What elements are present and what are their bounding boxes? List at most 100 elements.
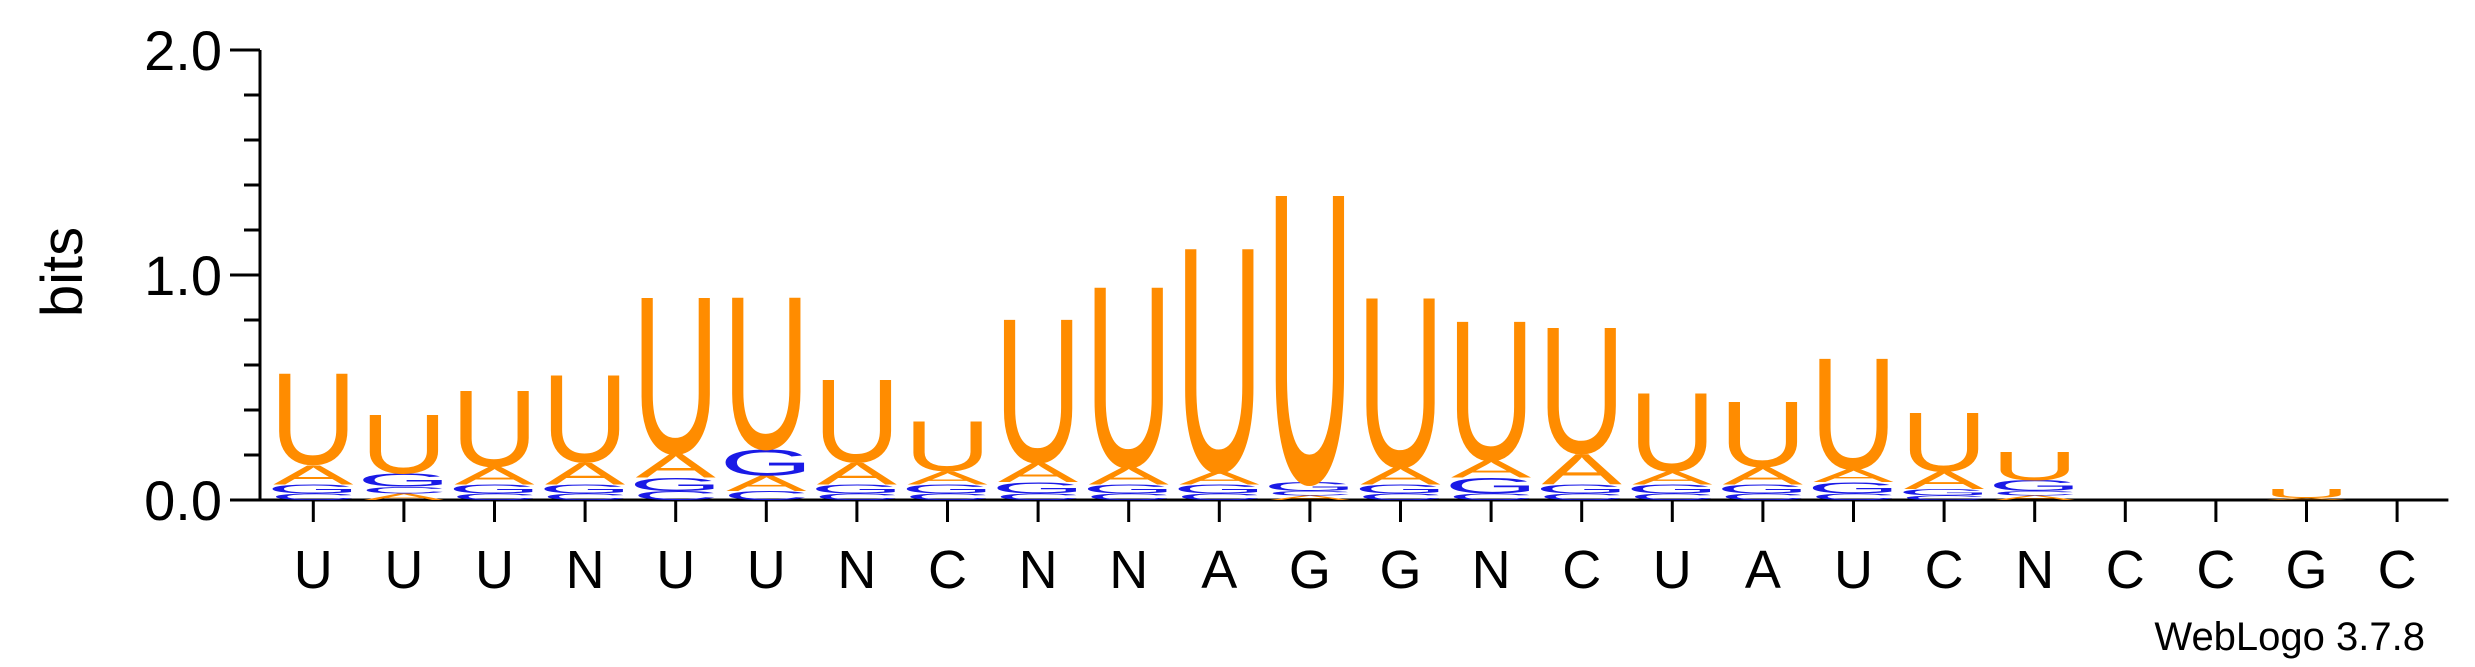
- logo-letter-a: A: [1813, 465, 1894, 486]
- logo-letter-c: C: [1538, 492, 1625, 502]
- logo-letter-g: G: [1444, 474, 1538, 498]
- weblogo-credit: WebLogo 3.7.8: [2154, 615, 2425, 659]
- logo-letter-u: U: [1991, 444, 2078, 489]
- logo-letter-u: U: [451, 368, 538, 490]
- logo-letter-a: A: [1270, 494, 1351, 501]
- logo-letter-c: C: [1991, 490, 2078, 497]
- logo-letter-u: U: [1629, 369, 1716, 495]
- logo-letter-g: G: [1173, 482, 1267, 496]
- y-axis: 0.0 1.0 2.0: [144, 19, 262, 532]
- logo-letter-u: U: [1266, 106, 1353, 571]
- logo-letter-g: G: [1807, 479, 1901, 496]
- x-tick-label: C: [1925, 540, 1964, 600]
- y-tick-label: 1.0: [144, 244, 222, 307]
- x-tick-label: C: [2106, 540, 2145, 600]
- logo-letter-a: A: [817, 456, 898, 491]
- logo-letter-c: C: [1901, 494, 1988, 501]
- logo-letter-c: C: [1719, 492, 1806, 502]
- logo-letter-g: G: [1716, 482, 1810, 496]
- x-tick-label: N: [837, 540, 876, 600]
- logo-letter-a: A: [1632, 467, 1713, 488]
- x-tick-label: U: [1653, 540, 1692, 600]
- logo-letter-a: A: [726, 472, 807, 496]
- logo-letter-g: G: [1263, 480, 1357, 494]
- logo-letter-g: G: [810, 482, 904, 496]
- x-tick-label: G: [1289, 540, 1331, 600]
- logo-letter-a: A: [1451, 455, 1531, 483]
- logo-letter-a: A: [454, 462, 534, 490]
- x-tick-label: N: [1472, 540, 1511, 600]
- logo-letter-c: C: [904, 492, 991, 502]
- logo-letter-c: C: [1357, 492, 1444, 502]
- logo-letter-c: C: [270, 492, 357, 502]
- x-tick-label: U: [475, 540, 514, 600]
- logo-letter-g: G: [538, 482, 632, 496]
- logo-letter-u: U: [270, 345, 357, 492]
- logo-column: AU: [2263, 487, 2350, 501]
- logo-letter-a: A: [1904, 466, 1984, 494]
- logo-letter-u: U: [632, 251, 719, 502]
- logo-letter-u: U: [904, 405, 991, 486]
- logo-letter-g: G: [1626, 482, 1720, 496]
- x-tick-label: C: [928, 540, 967, 600]
- logo-letter-a: A: [1995, 494, 2076, 501]
- logo-letter-g: G: [629, 474, 723, 495]
- x-tick-label: N: [2015, 540, 2054, 600]
- logo-letter-c: C: [1085, 492, 1172, 502]
- x-tick-label: U: [747, 540, 786, 600]
- x-tick-label: U: [294, 540, 333, 600]
- logo-letter-c: C: [995, 492, 1082, 502]
- x-tick-label: C: [2378, 540, 2417, 600]
- logo-letter-a: A: [273, 459, 354, 491]
- x-tick-label: N: [1109, 540, 1148, 600]
- logo-letter-u: U: [1538, 289, 1625, 492]
- logo-letter-u: U: [723, 251, 810, 495]
- logo-letter-u: U: [2263, 487, 2350, 501]
- logo-letter-g: G: [1082, 482, 1176, 496]
- logo-letter-a: A: [998, 457, 1079, 489]
- logo-letter-u: U: [1810, 324, 1897, 502]
- x-tick-label: N: [566, 540, 605, 600]
- logo-letter-c: C: [632, 489, 719, 503]
- logo-letter-a: A: [1179, 467, 1260, 488]
- logo-letter-u: U: [813, 355, 900, 487]
- x-tick-label: G: [1379, 540, 1421, 600]
- y-axis-label: bits: [30, 227, 95, 317]
- logo-letter-c: C: [1176, 492, 1263, 502]
- logo-letter-c: C: [813, 492, 900, 502]
- logo-letter-c: C: [360, 485, 447, 495]
- logo-letter-g: G: [720, 441, 814, 483]
- logo-letter-c: C: [723, 489, 810, 503]
- x-tick-label: A: [1201, 540, 1237, 600]
- y-tick-label: 2.0: [144, 19, 222, 82]
- logo-letter-u: U: [1357, 246, 1444, 519]
- x-tick-label: C: [2196, 540, 2235, 600]
- logo-letter-a: A: [1360, 462, 1440, 490]
- logo-letter-u: U: [1901, 395, 1988, 489]
- logo-letter-g: G: [1535, 482, 1629, 496]
- logo-letter-a: A: [1542, 445, 1623, 494]
- logo-letter-g: G: [1354, 482, 1448, 496]
- x-tick-label: U: [1834, 540, 1873, 600]
- logo-letter-u: U: [542, 349, 629, 489]
- y-tick-label: 0.0: [144, 469, 222, 532]
